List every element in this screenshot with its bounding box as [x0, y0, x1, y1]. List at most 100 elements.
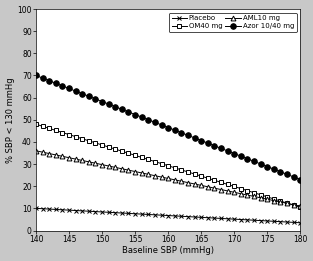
Azor 10/40 mg	[252, 160, 256, 163]
OM40 mg	[87, 139, 91, 143]
AML10 mg	[87, 160, 91, 163]
Azor 10/40 mg	[292, 175, 295, 179]
Line: Placebo: Placebo	[34, 206, 302, 225]
OM40 mg	[47, 127, 51, 130]
Y-axis label: % SBP < 130 mmHg: % SBP < 130 mmHg	[6, 77, 15, 163]
Placebo	[140, 212, 144, 216]
AML10 mg	[272, 199, 276, 202]
OM40 mg	[113, 147, 117, 151]
Placebo	[80, 209, 84, 212]
AML10 mg	[259, 196, 263, 199]
OM40 mg	[186, 170, 190, 174]
OM40 mg	[173, 166, 177, 169]
Azor 10/40 mg	[265, 165, 269, 168]
AML10 mg	[265, 198, 269, 201]
OM40 mg	[60, 131, 64, 134]
Placebo	[259, 219, 263, 222]
AML10 mg	[146, 173, 150, 176]
Placebo	[292, 221, 295, 224]
Azor 10/40 mg	[120, 108, 124, 111]
OM40 mg	[54, 129, 58, 132]
AML10 mg	[245, 193, 249, 197]
OM40 mg	[213, 179, 216, 182]
Azor 10/40 mg	[219, 147, 223, 150]
AML10 mg	[34, 149, 38, 152]
OM40 mg	[80, 137, 84, 140]
Azor 10/40 mg	[100, 100, 104, 103]
AML10 mg	[186, 181, 190, 184]
Placebo	[54, 208, 58, 211]
OM40 mg	[34, 123, 38, 126]
Line: AML10 mg: AML10 mg	[33, 148, 303, 209]
OM40 mg	[219, 181, 223, 184]
Azor 10/40 mg	[67, 87, 71, 90]
OM40 mg	[120, 150, 124, 153]
Azor 10/40 mg	[193, 136, 197, 139]
OM40 mg	[292, 204, 295, 207]
AML10 mg	[67, 156, 71, 159]
OM40 mg	[252, 191, 256, 194]
OM40 mg	[199, 175, 203, 178]
AML10 mg	[232, 191, 236, 194]
AML10 mg	[100, 163, 104, 166]
Azor 10/40 mg	[94, 97, 97, 100]
OM40 mg	[94, 141, 97, 144]
Azor 10/40 mg	[74, 90, 78, 93]
OM40 mg	[146, 158, 150, 161]
Azor 10/40 mg	[140, 116, 144, 119]
OM40 mg	[133, 154, 137, 157]
Placebo	[120, 211, 124, 215]
Placebo	[298, 221, 302, 224]
AML10 mg	[226, 189, 229, 192]
Placebo	[74, 209, 78, 212]
AML10 mg	[113, 166, 117, 169]
AML10 mg	[213, 187, 216, 190]
Azor 10/40 mg	[206, 141, 210, 145]
OM40 mg	[193, 173, 197, 176]
AML10 mg	[166, 177, 170, 180]
AML10 mg	[252, 195, 256, 198]
Legend: Placebo, OM40 mg, AML10 mg, Azor 10/40 mg: Placebo, OM40 mg, AML10 mg, Azor 10/40 m…	[169, 13, 297, 32]
OM40 mg	[226, 183, 229, 186]
AML10 mg	[219, 188, 223, 191]
Placebo	[60, 208, 64, 211]
Placebo	[193, 215, 197, 218]
Azor 10/40 mg	[47, 79, 51, 82]
AML10 mg	[206, 185, 210, 188]
Placebo	[213, 217, 216, 220]
Placebo	[133, 212, 137, 215]
Azor 10/40 mg	[133, 113, 137, 116]
Placebo	[199, 216, 203, 219]
AML10 mg	[80, 159, 84, 162]
AML10 mg	[160, 175, 163, 179]
AML10 mg	[74, 158, 78, 161]
AML10 mg	[60, 155, 64, 158]
OM40 mg	[239, 187, 243, 190]
AML10 mg	[298, 205, 302, 208]
Azor 10/40 mg	[259, 162, 263, 165]
Placebo	[47, 207, 51, 211]
AML10 mg	[199, 184, 203, 187]
AML10 mg	[41, 151, 44, 154]
AML10 mg	[285, 202, 289, 205]
Azor 10/40 mg	[245, 157, 249, 160]
AML10 mg	[120, 167, 124, 170]
Placebo	[146, 213, 150, 216]
OM40 mg	[206, 177, 210, 180]
AML10 mg	[239, 192, 243, 195]
OM40 mg	[140, 156, 144, 159]
Azor 10/40 mg	[186, 134, 190, 137]
OM40 mg	[74, 135, 78, 138]
Azor 10/40 mg	[199, 139, 203, 142]
Placebo	[41, 207, 44, 210]
Azor 10/40 mg	[80, 92, 84, 95]
Placebo	[226, 217, 229, 220]
Azor 10/40 mg	[298, 178, 302, 181]
Azor 10/40 mg	[54, 82, 58, 85]
Line: Azor 10/40 mg: Azor 10/40 mg	[33, 73, 303, 182]
Placebo	[239, 218, 243, 221]
OM40 mg	[67, 133, 71, 136]
OM40 mg	[100, 143, 104, 146]
Azor 10/40 mg	[232, 152, 236, 155]
Azor 10/40 mg	[179, 131, 183, 134]
